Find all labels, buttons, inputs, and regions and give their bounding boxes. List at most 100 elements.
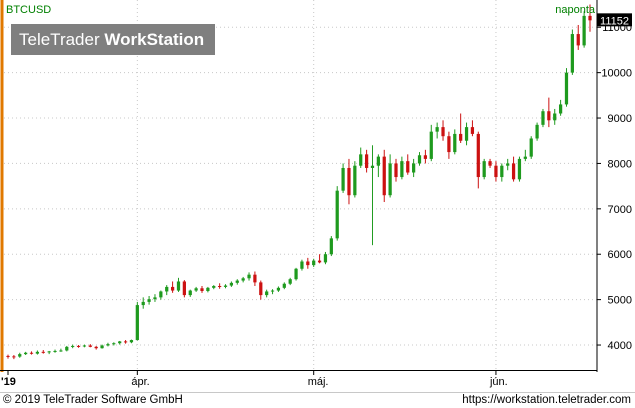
candle xyxy=(229,281,234,287)
candle-body xyxy=(347,167,351,196)
candle xyxy=(65,345,69,352)
candle-body xyxy=(359,154,363,166)
candle-body xyxy=(194,288,198,291)
y-tick-label: 4000 xyxy=(608,340,632,352)
y-tick-label: 9000 xyxy=(608,113,632,125)
candle-body xyxy=(353,165,357,196)
candle-body xyxy=(329,238,333,255)
workstation-link[interactable]: https://workstation.teletrader.com xyxy=(462,394,631,406)
candle-body xyxy=(18,354,22,357)
candle-body xyxy=(59,350,63,352)
candle xyxy=(500,163,504,182)
candle-body xyxy=(441,127,445,137)
symbol-label: BTCUSD xyxy=(6,4,51,16)
candle xyxy=(364,149,369,173)
plot-area xyxy=(0,0,597,370)
candle-body xyxy=(206,287,210,292)
x-axis-ticks: '19 ápr. máj. jún. xyxy=(1,370,508,388)
candle xyxy=(329,236,333,257)
candle xyxy=(218,283,222,289)
candle-body xyxy=(223,285,228,287)
last-price-value: 11152 xyxy=(600,15,629,27)
candle-body xyxy=(135,305,139,341)
candle xyxy=(511,156,516,182)
candle xyxy=(259,280,263,300)
candle xyxy=(76,345,81,348)
candle xyxy=(200,286,204,293)
candle-body xyxy=(335,190,339,239)
candle xyxy=(464,122,469,146)
watermark-logo: TeleTrader WorkStation xyxy=(11,24,215,55)
candle-body xyxy=(176,281,181,291)
candle-body xyxy=(535,124,539,139)
candle xyxy=(400,156,404,180)
candle xyxy=(576,24,580,50)
candle xyxy=(153,294,157,302)
candle xyxy=(106,342,110,347)
candle-body xyxy=(470,127,475,134)
candle xyxy=(370,145,375,246)
candle xyxy=(529,136,533,159)
candle xyxy=(53,349,57,353)
candle-body xyxy=(423,155,428,159)
candle-body xyxy=(112,343,116,345)
candle-body xyxy=(106,344,110,346)
footer-bar: © 2019 TeleTrader Software GmbH https://… xyxy=(0,392,635,408)
candle xyxy=(123,340,128,344)
candle-body xyxy=(553,113,557,121)
candle-body xyxy=(218,286,222,288)
candle-body xyxy=(570,34,574,73)
x-tick-label: '19 xyxy=(1,376,16,388)
candle xyxy=(482,158,486,180)
candle xyxy=(488,158,492,168)
candle-body xyxy=(141,301,145,306)
candle xyxy=(335,186,339,241)
candle-body xyxy=(29,352,34,354)
interval-label: naponta xyxy=(555,4,596,16)
candle-body xyxy=(6,355,10,357)
candle-body xyxy=(459,133,463,141)
candle xyxy=(100,344,104,349)
candle xyxy=(141,297,145,309)
candle-body xyxy=(506,163,510,166)
copyright-text: © 2019 TeleTrader Software GmbH xyxy=(3,394,183,406)
candle xyxy=(71,344,75,349)
y-tick-label: 10000 xyxy=(601,68,632,80)
candle xyxy=(588,4,592,32)
watermark-product: WorkStation xyxy=(104,30,205,49)
candle-body xyxy=(65,346,69,351)
candle-body xyxy=(464,127,469,141)
candle-body xyxy=(541,111,545,125)
candle-body xyxy=(182,281,186,296)
candle-body xyxy=(241,278,245,281)
candle-body xyxy=(382,156,386,196)
candles xyxy=(6,4,592,360)
candle-body xyxy=(82,345,87,347)
candle xyxy=(453,129,457,155)
candle-body xyxy=(71,345,75,347)
candle-body xyxy=(165,286,169,292)
candle xyxy=(129,339,134,344)
candle xyxy=(558,99,563,116)
candle-body xyxy=(312,260,316,266)
candle xyxy=(541,108,545,128)
candle-body xyxy=(212,286,216,288)
candle xyxy=(288,277,292,286)
candle-body xyxy=(253,274,257,283)
candle xyxy=(564,68,569,107)
candle xyxy=(417,152,422,166)
candle-body xyxy=(288,279,292,284)
candle xyxy=(470,120,475,137)
candle-body xyxy=(129,340,134,343)
candle-body xyxy=(247,274,251,279)
candle xyxy=(570,29,574,75)
candle xyxy=(212,285,216,290)
candle-body xyxy=(576,34,580,46)
candle-body xyxy=(341,167,345,191)
candle-body xyxy=(306,261,310,266)
candle-body xyxy=(282,283,286,288)
candle-body xyxy=(235,280,239,283)
candle xyxy=(188,289,192,297)
candle xyxy=(18,352,22,358)
